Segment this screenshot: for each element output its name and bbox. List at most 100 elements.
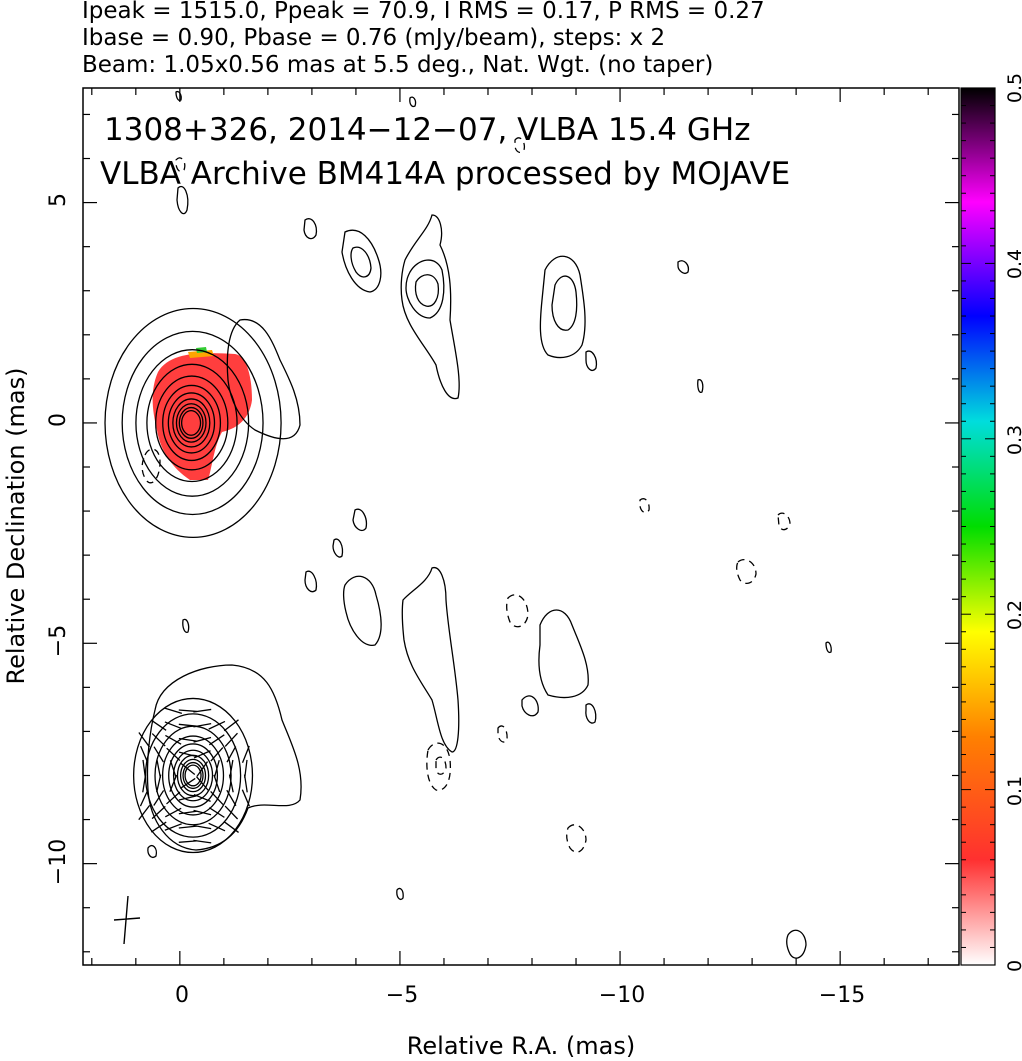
evpa-tick <box>224 805 239 820</box>
evpa-tick <box>156 759 162 778</box>
header-line-2: Ibase = 0.90, Pbase = 0.76 (mJy/beam), s… <box>82 25 665 51</box>
knot-w <box>175 90 182 102</box>
chart-subtitle: VLBA Archive BM414A processed by MOJAVE <box>100 156 790 192</box>
evpa-tick <box>178 810 197 815</box>
evpa-tick <box>150 821 167 833</box>
knot-c-outer <box>400 214 460 400</box>
knot-a-outer <box>341 229 382 293</box>
y-tick-label: −10 <box>46 839 71 885</box>
evpa-tick <box>226 746 237 763</box>
x-tick-label: 0 <box>175 983 189 1008</box>
contour-level <box>168 743 219 808</box>
evpa-tick <box>208 720 226 730</box>
evpa-tick <box>165 734 182 745</box>
evpa-tick <box>226 789 237 807</box>
evpa-tick <box>210 790 224 805</box>
knot-q <box>786 929 807 959</box>
colorbar-tick-label: 0.3 <box>1004 425 1022 455</box>
beam-marker <box>113 895 141 945</box>
evpa-tick <box>213 774 221 793</box>
header-line-3: Beam: 1.05x0.56 mas at 5.5 deg., Nat. Wg… <box>82 52 713 78</box>
contour-level <box>178 406 204 439</box>
contour-level <box>172 398 211 448</box>
contour-level <box>146 363 238 483</box>
knot-a-inner <box>350 246 372 278</box>
x-tick-label: −15 <box>819 983 865 1008</box>
evpa-tick <box>223 719 239 732</box>
negative-contour-2 <box>506 594 529 628</box>
evpa-tick <box>153 746 164 763</box>
colorbar-tick-label: 0.4 <box>1004 249 1022 279</box>
negative-contour-6 <box>736 559 757 585</box>
core-contours <box>104 307 282 539</box>
header-line-1: Ipeak = 1515.0, Ppeak = 70.9, I RMS = 0.… <box>82 0 765 24</box>
evpa-tick <box>164 707 183 714</box>
evpa-tick <box>196 761 209 777</box>
evpa-tick <box>195 776 209 791</box>
colorbar-tick-label: 0.2 <box>1004 600 1022 630</box>
evpa-tick <box>178 795 197 801</box>
evpa-tick <box>151 733 166 747</box>
y-tick-label: −5 <box>46 625 71 657</box>
negative-contour-10 <box>514 137 526 154</box>
map-content <box>104 90 832 959</box>
evpa-tick <box>166 791 181 805</box>
knot-t <box>825 641 832 654</box>
knot-b <box>303 218 318 240</box>
negative-contour-5 <box>566 824 587 853</box>
plot-area: 0 −5 −10 −15 5 0 −5 −10 Relative R.A. (m… <box>2 87 960 1060</box>
evpa-tick <box>241 789 250 807</box>
contour-level <box>104 307 282 539</box>
evpa-tick <box>169 760 177 778</box>
evpa-tick <box>151 805 166 820</box>
evpa-tick <box>178 709 197 713</box>
evpa-tick <box>178 825 197 829</box>
evpa-tick <box>213 760 220 778</box>
evpa-tick <box>178 840 197 843</box>
axis-ticks <box>83 88 959 965</box>
evpa-tick <box>180 762 196 776</box>
contour-level <box>155 375 229 471</box>
evpa-tick <box>169 774 178 793</box>
y-tick-label: 5 <box>46 193 71 207</box>
colorbar-gradient <box>960 87 996 966</box>
negative-contour-4 <box>435 756 447 775</box>
negative-contours <box>141 137 791 853</box>
negative-contour-3 <box>426 742 452 791</box>
colorbar-ticks <box>961 87 995 966</box>
contour-level <box>175 403 207 443</box>
negative-contour-7 <box>777 512 791 531</box>
plot-frame <box>82 87 960 966</box>
evpa-tick <box>229 759 234 778</box>
evpa-tick <box>193 750 211 759</box>
evpa-tick <box>164 721 182 730</box>
knot-g <box>697 379 704 394</box>
knot-d-inner <box>551 275 578 331</box>
evpa-tick <box>165 807 182 818</box>
knot-f <box>677 260 690 274</box>
y-tick-label: 0 <box>46 413 71 427</box>
jet-contours <box>147 90 832 959</box>
evpa-tick <box>150 719 167 731</box>
knot-k <box>304 570 318 593</box>
evpa-tick <box>208 734 225 746</box>
contour-level <box>180 409 202 436</box>
evpa-tick <box>139 789 149 807</box>
knot-n <box>538 609 589 699</box>
evpa-tick <box>223 821 239 833</box>
knot-j <box>332 538 344 558</box>
evpa-tick <box>138 732 151 748</box>
knot-c-mid <box>405 259 445 319</box>
evpa-tick <box>140 745 149 763</box>
knot-u <box>147 844 158 859</box>
contour-level <box>182 761 204 790</box>
knot-l <box>342 575 382 646</box>
evpa-tick <box>210 747 224 762</box>
colorbar-tick-label: 0.1 <box>1004 776 1022 806</box>
x-tick-label: −10 <box>599 983 645 1008</box>
x-axis-title: Relative R.A. (mas) <box>407 1032 635 1060</box>
contour-level <box>132 697 254 854</box>
evpa-tick <box>208 807 225 818</box>
knot-r <box>396 887 404 901</box>
colorbar-tick-label: 0 <box>1004 960 1022 972</box>
